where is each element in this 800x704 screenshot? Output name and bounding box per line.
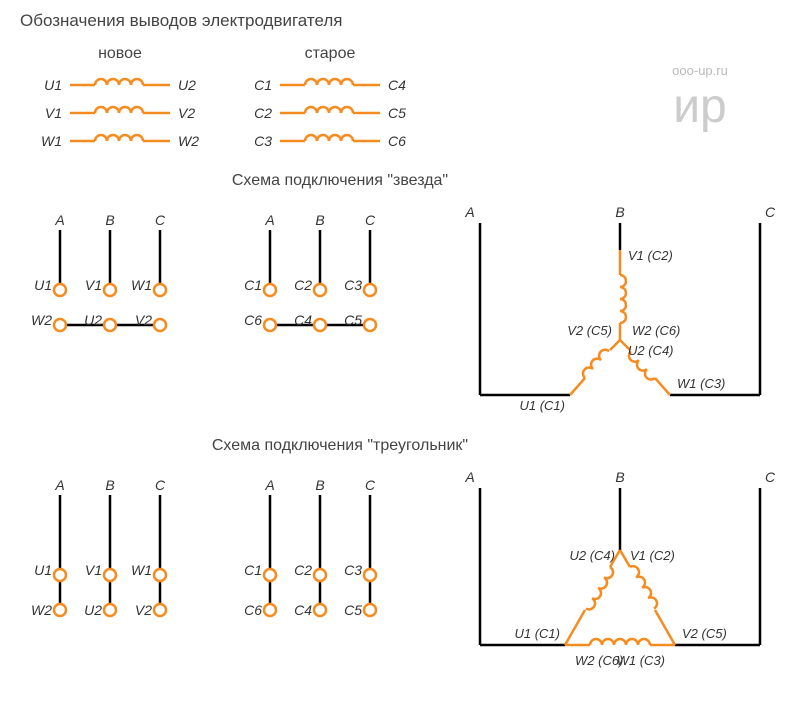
star-old-top-0: C1 xyxy=(244,277,262,293)
coil-new-1-left: V1 xyxy=(45,105,62,121)
delta-new-top-1: V1 xyxy=(85,562,102,578)
coil-new-0-right: U2 xyxy=(178,77,196,93)
phase-c: C xyxy=(765,469,776,485)
delta-title: Схема подключения "треугольник" xyxy=(212,437,468,454)
delta-lbl-u1: U1 (C1) xyxy=(514,626,560,641)
delta-terminal-old: A B C C1 C2 C3 C6 C4 C5 xyxy=(244,477,376,618)
delta-old-top-0: C1 xyxy=(244,562,262,578)
phase-c: C xyxy=(765,204,776,220)
delta-new-top-2: W1 xyxy=(131,562,152,578)
delta-winding-left xyxy=(565,550,620,645)
coil-old-1-left: C2 xyxy=(254,105,272,121)
phase-a: A xyxy=(264,212,274,228)
phase-c: C xyxy=(365,477,376,493)
delta-old-top-1: C2 xyxy=(294,562,312,578)
delta-old-bot-1: C4 xyxy=(294,602,312,618)
star-old-top-1: C2 xyxy=(294,277,312,293)
coil-new-group: U1 U2 V1 V2 W1 W2 xyxy=(41,77,199,149)
delta-new-top-0: U1 xyxy=(34,562,52,578)
col-new-header: новое xyxy=(98,45,142,62)
coil-old-0-left: C1 xyxy=(254,77,272,93)
star-winding-left xyxy=(570,340,620,395)
delta-lbl-u2: U2 (C4) xyxy=(569,548,615,563)
phase-b: B xyxy=(615,204,624,220)
star-new-top-1: V1 xyxy=(85,277,102,293)
coil-new-2-right: W2 xyxy=(178,133,199,149)
star-lbl-v2: V2 (C5) xyxy=(567,323,612,338)
coil-old-1-right: C5 xyxy=(388,105,406,121)
coil-old-2-left: C3 xyxy=(254,133,272,149)
delta-diagram: A B C U xyxy=(464,469,776,668)
delta-winding-bottom xyxy=(565,639,675,645)
phase-b: B xyxy=(105,477,114,493)
star-new-bot-1: U2 xyxy=(84,312,102,328)
watermark-url: ooo-up.ru xyxy=(672,63,728,78)
phase-b: B xyxy=(105,212,114,228)
col-old-header: старое xyxy=(305,45,356,62)
phase-b: B xyxy=(615,469,624,485)
star-diagram: A B C V xyxy=(464,204,776,413)
delta-old-bot-0: C6 xyxy=(244,602,262,618)
main-title: Обозначения выводов электродвигателя xyxy=(20,11,343,30)
star-title: Схема подключения "звезда" xyxy=(232,172,448,189)
star-new-top-0: U1 xyxy=(34,277,52,293)
coil-old-group: C1 C4 C2 C5 C3 C6 xyxy=(254,77,406,149)
delta-lbl-v1: V1 (C2) xyxy=(630,548,675,563)
phase-c: C xyxy=(155,477,166,493)
star-old-bot-1: C4 xyxy=(294,312,312,328)
phase-a: A xyxy=(264,477,274,493)
coil-new-1-right: V2 xyxy=(178,105,195,121)
delta-old-bot-2: C5 xyxy=(344,602,362,618)
coil-old-0-right: C4 xyxy=(388,77,406,93)
star-terminal-new: A B C U1 V1 W1 W2 U2 V2 xyxy=(31,212,166,331)
phase-a: A xyxy=(54,477,64,493)
phase-c: C xyxy=(155,212,166,228)
coil-old-2-right: C6 xyxy=(388,133,406,149)
phase-a: A xyxy=(464,469,474,485)
delta-new-bot-1: U2 xyxy=(84,602,102,618)
delta-new-bot-2: V2 xyxy=(135,602,152,618)
delta-winding-right xyxy=(620,550,675,645)
delta-lbl-w1: W1 (C3) xyxy=(617,653,665,668)
star-new-bot-0: W2 xyxy=(31,312,52,328)
phase-a: A xyxy=(464,204,474,220)
phase-a: A xyxy=(54,212,64,228)
star-winding-top xyxy=(620,250,626,340)
delta-new-bot-0: W2 xyxy=(31,602,52,618)
phase-b: B xyxy=(315,212,324,228)
coil-new-0-left: U1 xyxy=(44,77,62,93)
star-lbl-u1: U1 (C1) xyxy=(519,398,565,413)
star-old-bot-2: C5 xyxy=(344,312,362,328)
star-old-top-2: C3 xyxy=(344,277,362,293)
delta-terminal-new: A B C U1 V1 W1 W2 U2 V2 xyxy=(31,477,166,618)
star-new-bot-2: V2 xyxy=(135,312,152,328)
star-lbl-w1: W1 (C3) xyxy=(677,376,725,391)
phase-b: B xyxy=(315,477,324,493)
star-lbl-u2: U2 (C4) xyxy=(628,343,674,358)
star-terminal-old: A B C C1 C2 C3 C6 C4 C5 xyxy=(244,212,376,331)
delta-lbl-v2: V2 (C5) xyxy=(682,626,727,641)
star-lbl-v1: V1 (C2) xyxy=(628,248,673,263)
watermark-logo: ир xyxy=(673,80,727,133)
star-old-bot-0: C6 xyxy=(244,312,262,328)
delta-old-top-2: C3 xyxy=(344,562,362,578)
star-new-top-2: W1 xyxy=(131,277,152,293)
phase-c: C xyxy=(365,212,376,228)
star-lbl-w2: W2 (C6) xyxy=(632,323,680,338)
coil-new-2-left: W1 xyxy=(41,133,62,149)
